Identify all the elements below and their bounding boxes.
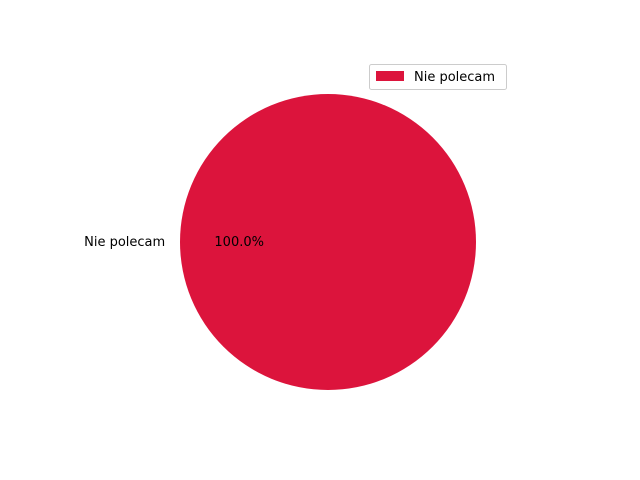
legend-label: Nie polecam: [414, 70, 495, 85]
slice-percent-label: 100.0%: [214, 235, 264, 250]
legend-swatch: [376, 71, 404, 81]
legend-frame: [369, 64, 507, 90]
slice-category-label: Nie polecam: [84, 235, 165, 250]
legend: Nie polecam: [369, 64, 507, 90]
pie-slice: [180, 94, 476, 390]
pie-slices: [180, 94, 476, 390]
slice-labels: Nie polecam 100.0%: [84, 235, 264, 250]
